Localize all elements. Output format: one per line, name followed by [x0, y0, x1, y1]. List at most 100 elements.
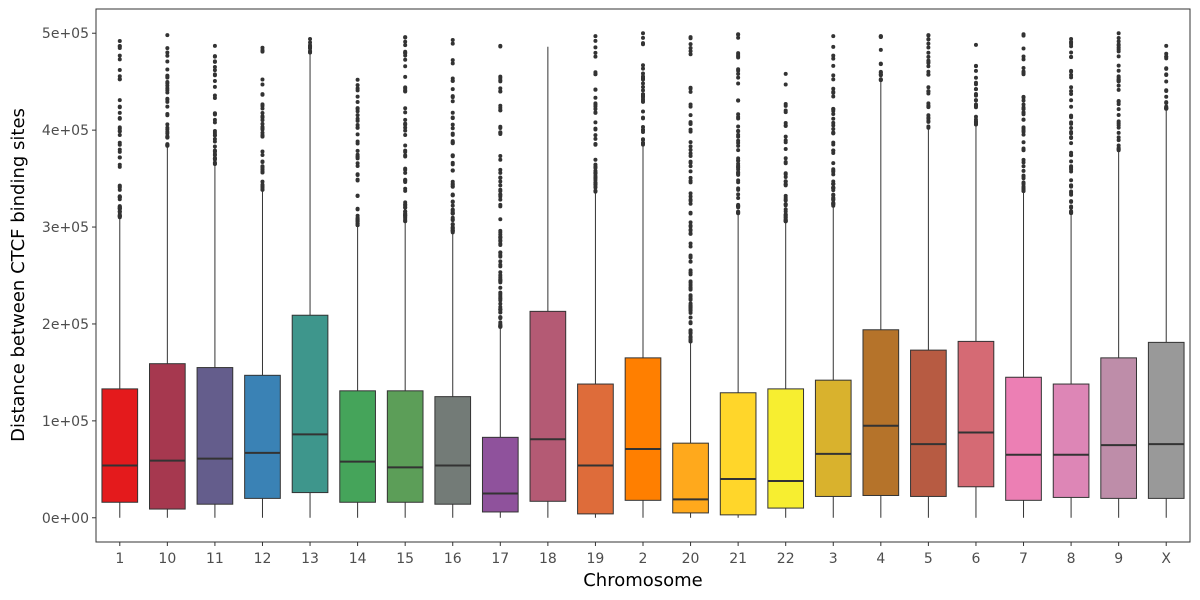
outlier-point: [403, 43, 408, 48]
outlier-point: [498, 108, 503, 113]
y-tick-label: 0e+00: [42, 511, 89, 527]
outlier-point: [973, 103, 978, 108]
outlier-point: [450, 99, 455, 104]
outlier-point: [403, 125, 408, 130]
outlier-point: [736, 132, 741, 137]
outlier-point: [926, 91, 931, 96]
outlier-point: [831, 44, 836, 49]
outlier-point: [498, 183, 503, 188]
x-tick-label: 13: [301, 551, 319, 567]
outlier-point: [355, 163, 360, 168]
outlier-point: [1069, 104, 1074, 109]
outlier-point: [498, 310, 503, 315]
outlier-point: [593, 45, 598, 50]
box: [529, 310, 567, 502]
outlier-point: [1021, 184, 1026, 189]
box-chr-10: [149, 33, 186, 518]
box: [196, 367, 234, 505]
outlier-point: [736, 196, 741, 201]
outlier-point: [688, 244, 693, 249]
box: [957, 340, 995, 488]
outlier-point: [117, 195, 122, 200]
outlier-point: [783, 71, 788, 76]
outlier-point: [117, 140, 122, 145]
box: [577, 383, 614, 515]
outlier-point: [783, 182, 788, 187]
box: [339, 390, 376, 503]
outlier-point: [831, 94, 836, 99]
outlier-point: [1164, 66, 1169, 71]
outlier-point: [688, 303, 693, 308]
outlier-point: [688, 159, 693, 164]
outlier-point: [831, 181, 836, 186]
x-tick-label: 12: [254, 551, 272, 567]
outlier-point: [212, 59, 217, 64]
outlier-point: [403, 50, 408, 55]
outlier-point: [165, 96, 170, 101]
outlier-point: [450, 141, 455, 146]
outlier-point: [117, 53, 122, 58]
outlier-point: [403, 149, 408, 154]
outliers: [355, 77, 360, 228]
outlier-point: [403, 53, 408, 58]
outlier-point: [641, 81, 645, 86]
outlier-point: [117, 184, 122, 189]
outlier-point: [403, 167, 408, 172]
box: [1147, 341, 1185, 499]
outliers: [641, 31, 645, 147]
outlier-point: [355, 113, 360, 118]
outlier-point: [688, 270, 693, 275]
x-tick-label: 17: [491, 551, 509, 567]
outlier-point: [688, 228, 693, 233]
outlier-point: [450, 226, 455, 231]
outlier-point: [403, 202, 408, 207]
outlier-point: [878, 34, 883, 39]
outlier-point: [498, 130, 503, 135]
outlier-point: [450, 153, 455, 158]
outlier-point: [355, 99, 360, 104]
outlier-point: [1164, 94, 1169, 99]
outlier-point: [641, 71, 645, 76]
outlier-point: [926, 54, 931, 59]
box: [862, 329, 900, 496]
outlier-point: [1116, 79, 1121, 84]
outlier-point: [1069, 141, 1074, 146]
outlier-point: [212, 84, 217, 89]
outlier-point: [1116, 74, 1121, 79]
outlier-point: [783, 156, 788, 161]
box-chr-1: [101, 38, 139, 518]
outlier-point: [831, 90, 836, 95]
outlier-point: [688, 104, 693, 109]
outlier-point: [688, 297, 693, 302]
outlier-point: [403, 106, 408, 111]
outlier-point: [260, 165, 265, 170]
outlier-point: [355, 94, 360, 99]
outlier-point: [1116, 39, 1121, 44]
outlier-point: [593, 165, 598, 170]
outlier-point: [450, 181, 455, 186]
outlier-point: [260, 77, 265, 82]
y-tick-label: 4e+05: [42, 123, 89, 139]
box-chr-9: [1100, 31, 1137, 518]
box-chr-21: [719, 32, 757, 518]
outliers: [1069, 37, 1074, 216]
outlier-point: [403, 188, 408, 193]
box-chr-5: [910, 33, 947, 518]
outlier-point: [403, 74, 408, 79]
box-chr-X: [1147, 43, 1185, 518]
outlier-point: [688, 46, 693, 51]
outlier-point: [165, 131, 170, 136]
outlier-point: [1116, 143, 1121, 148]
outlier-point: [355, 122, 360, 127]
outlier-point: [165, 135, 170, 140]
outlier-point: [593, 136, 598, 141]
outliers: [688, 35, 693, 344]
outlier-point: [688, 113, 693, 118]
outlier-point: [1069, 165, 1074, 170]
outlier-point: [1069, 189, 1074, 194]
outlier-point: [260, 48, 265, 53]
outlier-point: [831, 56, 836, 61]
outlier-point: [973, 68, 978, 73]
outlier-point: [688, 164, 693, 169]
outlier-point: [355, 177, 360, 182]
